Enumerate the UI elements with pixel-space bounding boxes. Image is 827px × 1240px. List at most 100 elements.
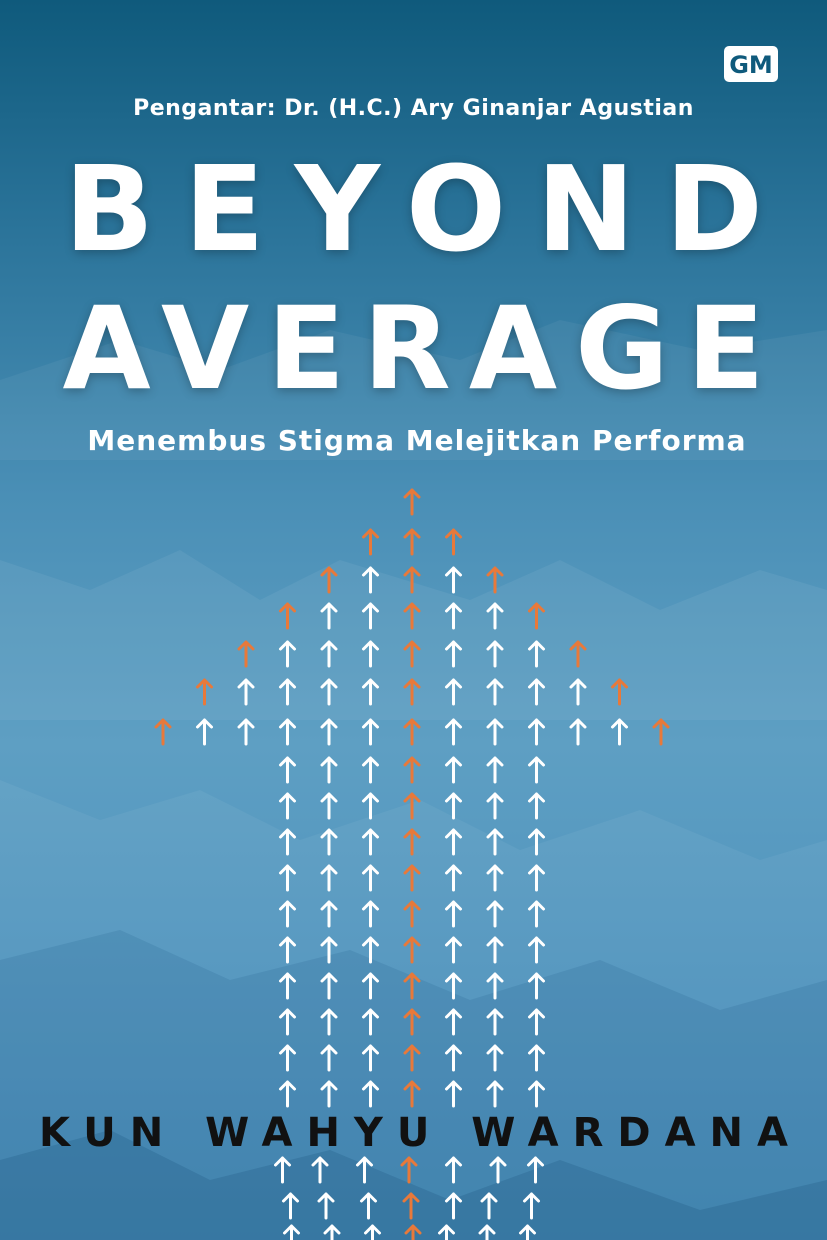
up-arrow-icon [362, 640, 379, 668]
up-arrow-icon [486, 792, 504, 820]
up-arrow-icon [362, 1080, 379, 1108]
up-arrow-icon [320, 718, 338, 746]
up-arrow-icon [403, 936, 421, 964]
up-arrow-icon [486, 718, 504, 746]
up-arrow-icon [445, 528, 462, 556]
up-arrow-icon [320, 972, 338, 1000]
up-arrow-icon [237, 718, 255, 746]
up-arrow-icon [445, 1008, 462, 1036]
up-arrow-icon [362, 602, 379, 630]
up-arrow-icon [486, 972, 504, 1000]
up-arrow-icon [528, 1080, 545, 1108]
up-arrow-icon [279, 864, 296, 892]
up-arrow-icon [528, 900, 545, 928]
publisher-logo-text: GM [729, 51, 773, 79]
up-arrow-icon [282, 1192, 299, 1220]
up-arrow-icon [445, 1192, 462, 1220]
up-arrow-icon [364, 1224, 381, 1240]
up-arrow-icon [320, 1008, 338, 1036]
up-arrow-icon [486, 566, 504, 594]
up-arrow-icon [237, 678, 255, 706]
up-arrow-icon [486, 640, 504, 668]
up-arrow-icon [528, 864, 545, 892]
up-arrow-icon [320, 602, 338, 630]
up-arrow-icon [486, 678, 504, 706]
up-arrow-icon [362, 718, 379, 746]
up-arrow-icon [569, 718, 587, 746]
up-arrow-icon [279, 972, 296, 1000]
up-arrow-icon [527, 1156, 544, 1184]
up-arrow-icon [486, 602, 504, 630]
up-arrow-icon [320, 678, 338, 706]
up-arrow-icon [403, 602, 421, 630]
up-arrow-icon [404, 1224, 422, 1240]
up-arrow-icon [279, 1008, 296, 1036]
up-arrow-icon [445, 972, 462, 1000]
up-arrow-icon [403, 1080, 421, 1108]
up-arrow-icon [445, 828, 462, 856]
up-arrow-icon [528, 1044, 545, 1072]
up-arrow-icon [445, 566, 462, 594]
up-arrow-icon [528, 1008, 545, 1036]
up-arrow-icon [279, 828, 296, 856]
up-arrow-icon [196, 718, 213, 746]
up-arrow-icon [486, 756, 504, 784]
up-arrow-icon [445, 602, 462, 630]
up-arrow-icon [486, 1044, 504, 1072]
up-arrow-icon [445, 640, 462, 668]
up-arrow-icon [478, 1224, 496, 1240]
up-arrow-icon [486, 864, 504, 892]
up-arrow-icon [445, 900, 462, 928]
up-arrow-icon [154, 718, 172, 746]
up-arrow-icon [279, 718, 296, 746]
foreword-credit: Pengantar: Dr. (H.C.) Ary Ginanjar Agust… [133, 96, 694, 121]
up-arrow-icon [362, 528, 379, 556]
up-arrow-icon [317, 1192, 335, 1220]
up-arrow-icon [438, 1224, 455, 1240]
up-arrow-icon [445, 1044, 462, 1072]
up-arrow-icon [320, 828, 338, 856]
up-arrow-icon [528, 792, 545, 820]
up-arrow-icon [403, 528, 421, 556]
up-arrow-icon [279, 640, 296, 668]
up-arrow-icon [279, 678, 296, 706]
up-arrow-icon [486, 936, 504, 964]
up-arrow-icon [362, 972, 379, 1000]
up-arrow-icon [279, 936, 296, 964]
up-arrow-icon [519, 1224, 536, 1240]
up-arrow-icon [528, 678, 545, 706]
up-arrow-icon [196, 678, 213, 706]
up-arrow-icon [403, 792, 421, 820]
up-arrow-icon [320, 1080, 338, 1108]
up-arrow-icon [445, 1156, 462, 1184]
up-arrow-icon [403, 900, 421, 928]
up-arrow-icon [403, 488, 421, 516]
up-arrow-icon [320, 1044, 338, 1072]
up-arrow-icon [362, 828, 379, 856]
up-arrow-icon [356, 1156, 373, 1184]
title-line-1: BEYOND [64, 140, 793, 278]
up-arrow-icon [445, 718, 462, 746]
up-arrow-icon [362, 900, 379, 928]
up-arrow-icon [489, 1156, 507, 1184]
up-arrow-icon [403, 1008, 421, 1036]
author-name: KUN WAHYU WARDANA [39, 1110, 802, 1156]
up-arrow-icon [279, 792, 296, 820]
up-arrow-icon [279, 756, 296, 784]
up-arrow-icon [528, 718, 545, 746]
up-arrow-icon [445, 756, 462, 784]
up-arrow-icon [279, 1044, 296, 1072]
up-arrow-icon [360, 1192, 377, 1220]
up-arrow-icon [237, 640, 255, 668]
up-arrow-icon [403, 1044, 421, 1072]
up-arrow-icon [362, 678, 379, 706]
up-arrow-icon [486, 828, 504, 856]
up-arrow-icon [445, 678, 462, 706]
up-arrow-icon [528, 936, 545, 964]
up-arrow-icon [311, 1156, 329, 1184]
subtitle: Menembus Stigma Melejitkan Performa [87, 424, 747, 457]
up-arrow-icon [362, 792, 379, 820]
up-arrow-icon [362, 936, 379, 964]
up-arrow-icon [569, 640, 587, 668]
